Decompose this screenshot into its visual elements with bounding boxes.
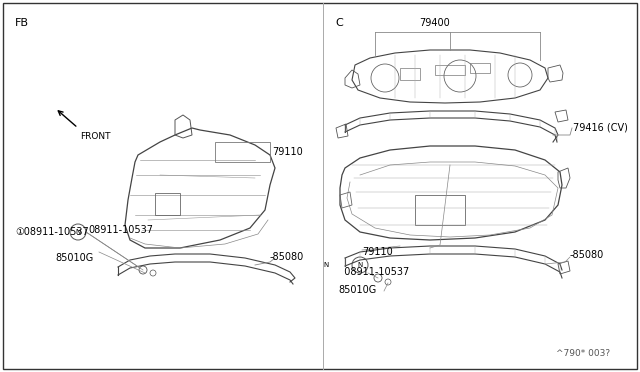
Text: 08911-10537: 08911-10537 — [338, 267, 409, 277]
Bar — [415, 195, 465, 225]
Text: -85080: -85080 — [570, 250, 604, 260]
Bar — [435, 65, 465, 75]
Text: 79110: 79110 — [362, 247, 393, 257]
Text: N: N — [323, 262, 328, 268]
Text: 85010G: 85010G — [55, 253, 93, 263]
Bar — [400, 68, 420, 80]
Text: 79416 (CV): 79416 (CV) — [573, 123, 628, 133]
Text: ^790* 003?: ^790* 003? — [556, 349, 610, 358]
Text: -85080: -85080 — [270, 252, 304, 262]
Text: FRONT: FRONT — [80, 132, 111, 141]
Text: 79110: 79110 — [272, 147, 303, 157]
Text: 85010G: 85010G — [338, 285, 376, 295]
Text: C: C — [335, 18, 343, 28]
Text: 79400: 79400 — [420, 18, 451, 28]
Text: ①08911-10537: ①08911-10537 — [15, 227, 89, 237]
Text: N: N — [76, 229, 81, 235]
Text: N: N — [357, 262, 363, 268]
Text: FB: FB — [15, 18, 29, 28]
Text: 08911-10537: 08911-10537 — [88, 225, 153, 235]
Bar — [470, 63, 490, 73]
